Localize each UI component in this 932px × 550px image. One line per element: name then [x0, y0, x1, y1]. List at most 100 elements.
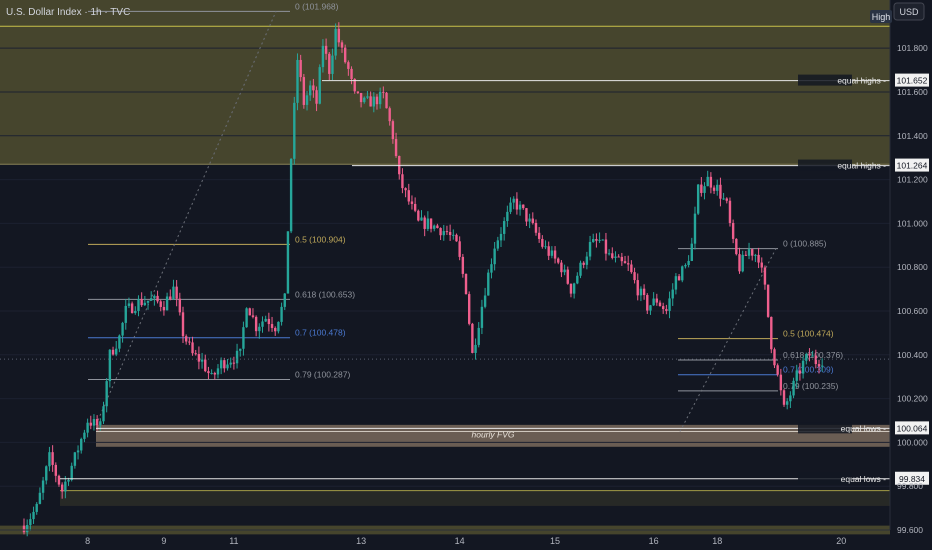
time-tick-label: 9: [161, 536, 166, 546]
candle-body: [795, 370, 798, 381]
candle-body: [420, 217, 423, 221]
candle-body: [445, 231, 449, 233]
candle-body: [175, 286, 178, 299]
candle-body: [681, 266, 684, 281]
time-tick-label: 18: [712, 536, 722, 546]
key-level-price-tag: [895, 471, 929, 485]
candle-body: [299, 59, 302, 78]
candle-body: [293, 102, 296, 159]
candle-body: [782, 390, 786, 405]
candle-body: [54, 464, 57, 476]
candle-body: [343, 47, 347, 63]
candle-body: [366, 96, 369, 98]
candle-body: [652, 298, 655, 306]
candle-body: [118, 335, 121, 349]
fib-right-level-label: 0.7 (100.309): [783, 365, 834, 375]
price-tick-label: 101.400: [897, 131, 928, 141]
candle-body: [378, 91, 382, 105]
fib-right-level-label: 0.79 (100.235): [783, 381, 838, 391]
candle-body: [630, 264, 633, 273]
candle-body: [324, 45, 328, 54]
candle-body: [363, 97, 366, 103]
candle-body: [121, 322, 124, 336]
candle-body: [150, 298, 153, 301]
candle-body: [655, 298, 659, 303]
candle-body: [70, 465, 73, 480]
candle-body: [124, 305, 127, 323]
candle-body: [289, 158, 293, 232]
fib-left-level-label: 0 (101.968): [295, 1, 339, 11]
candle-body: [661, 306, 665, 310]
candle-body: [407, 190, 410, 202]
candle-body: [779, 374, 783, 391]
candle-body: [738, 254, 741, 272]
key-level-price-tag-label: 100.064: [897, 423, 928, 433]
candle-body: [134, 310, 137, 314]
grid-layer: [0, 47, 890, 531]
candle-body: [798, 370, 802, 374]
candle-body: [773, 349, 776, 366]
key-level-label: equal lows -: [841, 423, 887, 433]
candle-body: [528, 218, 531, 222]
key-level-price-tag: [895, 421, 929, 435]
candle-body: [474, 344, 477, 353]
candle-body: [143, 302, 147, 306]
candle-body: [696, 184, 700, 214]
candle-body: [563, 269, 566, 273]
candle-body: [512, 198, 515, 203]
candle-body: [525, 208, 528, 222]
key-level-price-tag: [895, 158, 929, 172]
symbol-title: U.S. Dollar Index · 1h · TVC: [6, 7, 130, 18]
candle-body: [388, 108, 391, 122]
candle-body: [572, 283, 576, 294]
levels-layer: equal highs - 101.652 equal highs - 101.264…: [0, 73, 929, 485]
candle-body: [67, 479, 70, 482]
currency-button[interactable]: [893, 2, 925, 21]
candle-body: [32, 511, 35, 520]
candle-body: [264, 318, 267, 322]
candles-layer: [22, 22, 824, 537]
candle-body: [706, 176, 709, 187]
candle-body: [677, 276, 681, 281]
price-tick-label: 101.200: [897, 175, 928, 185]
candle-body: [385, 92, 388, 109]
price-tick-label: 101.000: [897, 218, 928, 228]
price-tick-label: 101.800: [897, 43, 928, 53]
candle-body: [261, 321, 264, 327]
lower-zone: [60, 490, 890, 506]
candle-body: [140, 299, 143, 306]
candle-body: [534, 222, 538, 233]
price-tick-label: 99.600: [897, 525, 923, 535]
candle-body: [108, 349, 112, 382]
candle-body: [267, 318, 271, 325]
candle-body: [464, 273, 468, 295]
candle-body: [356, 91, 360, 94]
candle-body: [111, 349, 115, 355]
candle-body: [763, 267, 767, 285]
candle-body: [811, 355, 814, 357]
candle-body: [747, 249, 751, 256]
candle-body: [569, 283, 573, 294]
candle-body: [200, 359, 204, 362]
price-tick-label: 101.600: [897, 87, 928, 97]
fvg-label: hourly FVG: [472, 429, 515, 439]
candle-body: [48, 452, 51, 467]
candle-body: [312, 85, 315, 91]
candle-body: [455, 234, 458, 242]
candle-body: [614, 256, 617, 258]
candle-body: [592, 239, 595, 242]
price-tick-label: 100.400: [897, 350, 928, 360]
candle-body: [801, 360, 805, 374]
candle-body: [191, 342, 194, 354]
candle-body: [302, 77, 306, 105]
candle-body: [595, 239, 598, 241]
candle-body: [245, 308, 248, 328]
candle-body: [216, 368, 220, 375]
candle-body: [391, 121, 395, 140]
candle-body: [817, 364, 821, 367]
candle-body: [623, 261, 627, 264]
candle-body: [25, 525, 29, 533]
candle-body: [219, 360, 223, 369]
